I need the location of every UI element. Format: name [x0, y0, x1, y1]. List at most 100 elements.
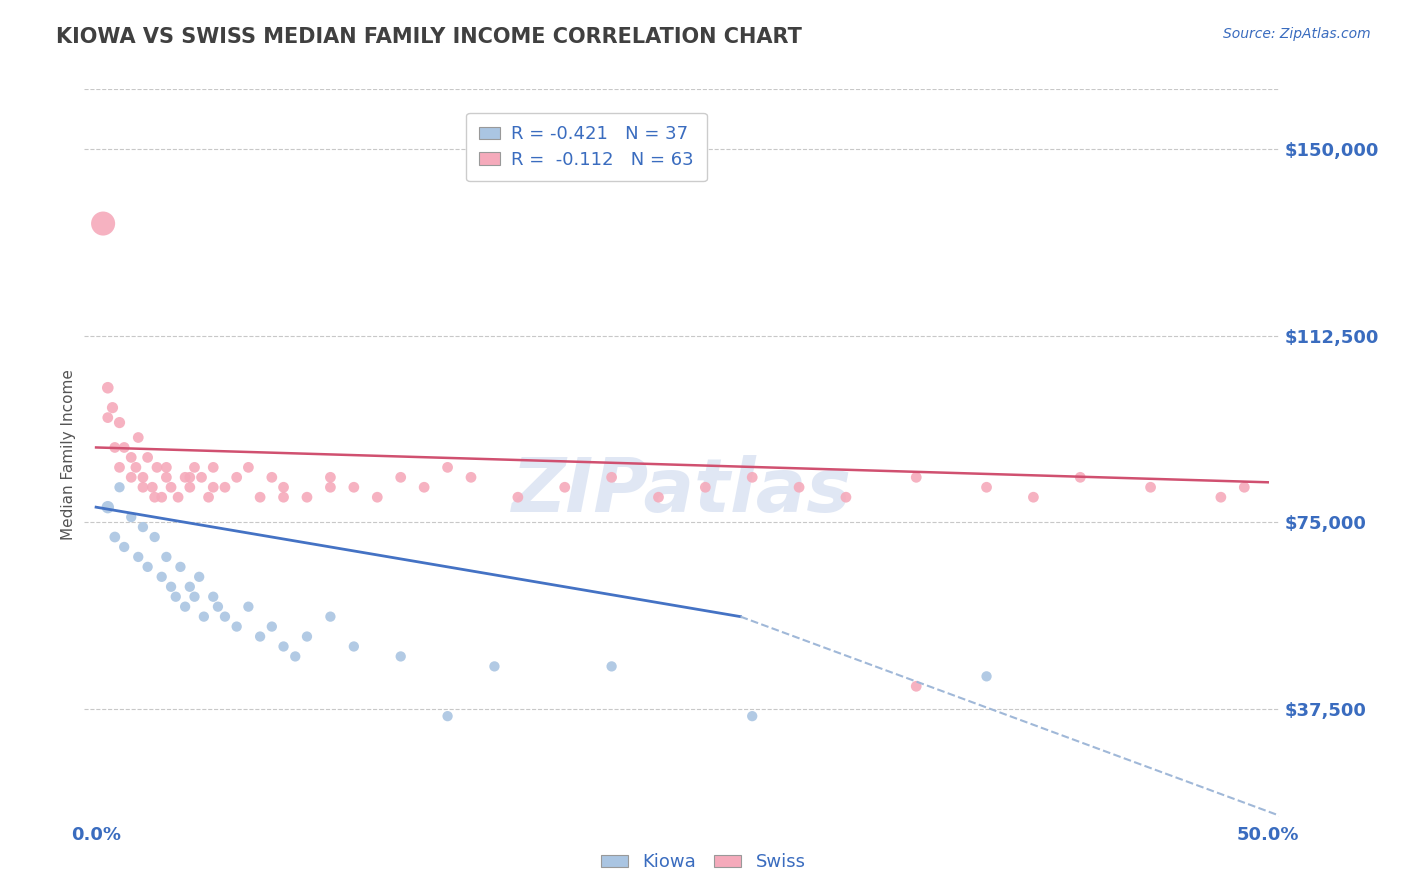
- Point: [436, 709, 458, 723]
- Point: [238, 599, 260, 614]
- Point: [260, 470, 283, 484]
- Point: [1069, 470, 1091, 484]
- Point: [225, 619, 247, 633]
- Point: [165, 590, 187, 604]
- Point: [506, 490, 529, 504]
- Point: [600, 470, 623, 484]
- Point: [413, 480, 436, 494]
- Point: [207, 599, 229, 614]
- Point: [976, 480, 998, 494]
- Point: [647, 490, 669, 504]
- Point: [1233, 480, 1256, 494]
- Point: [319, 609, 342, 624]
- Point: [273, 640, 295, 654]
- Point: [260, 619, 283, 633]
- Point: [319, 480, 342, 494]
- Point: [1022, 490, 1045, 504]
- Point: [225, 470, 247, 484]
- Point: [112, 441, 135, 455]
- Point: [835, 490, 858, 504]
- Point: [141, 480, 163, 494]
- Point: [190, 470, 212, 484]
- Legend: R = -0.421   N = 37, R =  -0.112   N = 63: R = -0.421 N = 37, R = -0.112 N = 63: [467, 113, 706, 181]
- Point: [202, 590, 225, 604]
- Point: [214, 609, 236, 624]
- Point: [905, 470, 928, 484]
- Point: [976, 669, 998, 683]
- Point: [167, 490, 190, 504]
- Point: [108, 480, 131, 494]
- Point: [1209, 490, 1232, 504]
- Point: [179, 470, 201, 484]
- Point: [104, 530, 127, 544]
- Point: [160, 480, 183, 494]
- Point: [101, 401, 124, 415]
- Point: [174, 599, 197, 614]
- Point: [150, 490, 173, 504]
- Point: [132, 470, 155, 484]
- Point: [1139, 480, 1161, 494]
- Point: [249, 630, 271, 644]
- Point: [160, 580, 183, 594]
- Point: [179, 480, 201, 494]
- Point: [741, 709, 763, 723]
- Y-axis label: Median Family Income: Median Family Income: [60, 369, 76, 541]
- Point: [389, 470, 412, 484]
- Point: [120, 450, 142, 465]
- Legend: Kiowa, Swiss: Kiowa, Swiss: [593, 847, 813, 879]
- Point: [183, 590, 205, 604]
- Point: [127, 549, 149, 564]
- Point: [179, 580, 201, 594]
- Point: [273, 480, 295, 494]
- Point: [146, 460, 169, 475]
- Point: [97, 500, 120, 515]
- Point: [238, 460, 260, 475]
- Point: [132, 480, 155, 494]
- Point: [249, 490, 271, 504]
- Point: [112, 540, 135, 554]
- Point: [460, 470, 482, 484]
- Point: [343, 640, 366, 654]
- Point: [273, 490, 295, 504]
- Point: [787, 480, 810, 494]
- Point: [127, 430, 149, 444]
- Point: [108, 460, 131, 475]
- Point: [155, 470, 177, 484]
- Point: [120, 510, 142, 524]
- Point: [484, 659, 506, 673]
- Point: [155, 460, 177, 475]
- Point: [104, 441, 127, 455]
- Point: [600, 659, 623, 673]
- Point: [143, 530, 166, 544]
- Point: [169, 560, 191, 574]
- Point: [741, 470, 763, 484]
- Text: ZIPatlas: ZIPatlas: [512, 455, 852, 528]
- Point: [202, 460, 225, 475]
- Point: [150, 570, 173, 584]
- Point: [554, 480, 576, 494]
- Point: [143, 490, 166, 504]
- Point: [132, 520, 155, 534]
- Point: [120, 470, 142, 484]
- Point: [193, 609, 215, 624]
- Point: [97, 381, 120, 395]
- Text: KIOWA VS SWISS MEDIAN FAMILY INCOME CORRELATION CHART: KIOWA VS SWISS MEDIAN FAMILY INCOME CORR…: [56, 27, 801, 46]
- Point: [155, 549, 177, 564]
- Point: [188, 570, 211, 584]
- Point: [183, 460, 205, 475]
- Point: [125, 460, 148, 475]
- Point: [197, 490, 219, 504]
- Point: [905, 679, 928, 693]
- Point: [295, 490, 318, 504]
- Point: [319, 470, 342, 484]
- Point: [91, 217, 114, 231]
- Point: [202, 480, 225, 494]
- Point: [695, 480, 717, 494]
- Point: [174, 470, 197, 484]
- Point: [343, 480, 366, 494]
- Point: [214, 480, 236, 494]
- Point: [436, 460, 458, 475]
- Point: [366, 490, 388, 504]
- Point: [295, 630, 318, 644]
- Point: [284, 649, 307, 664]
